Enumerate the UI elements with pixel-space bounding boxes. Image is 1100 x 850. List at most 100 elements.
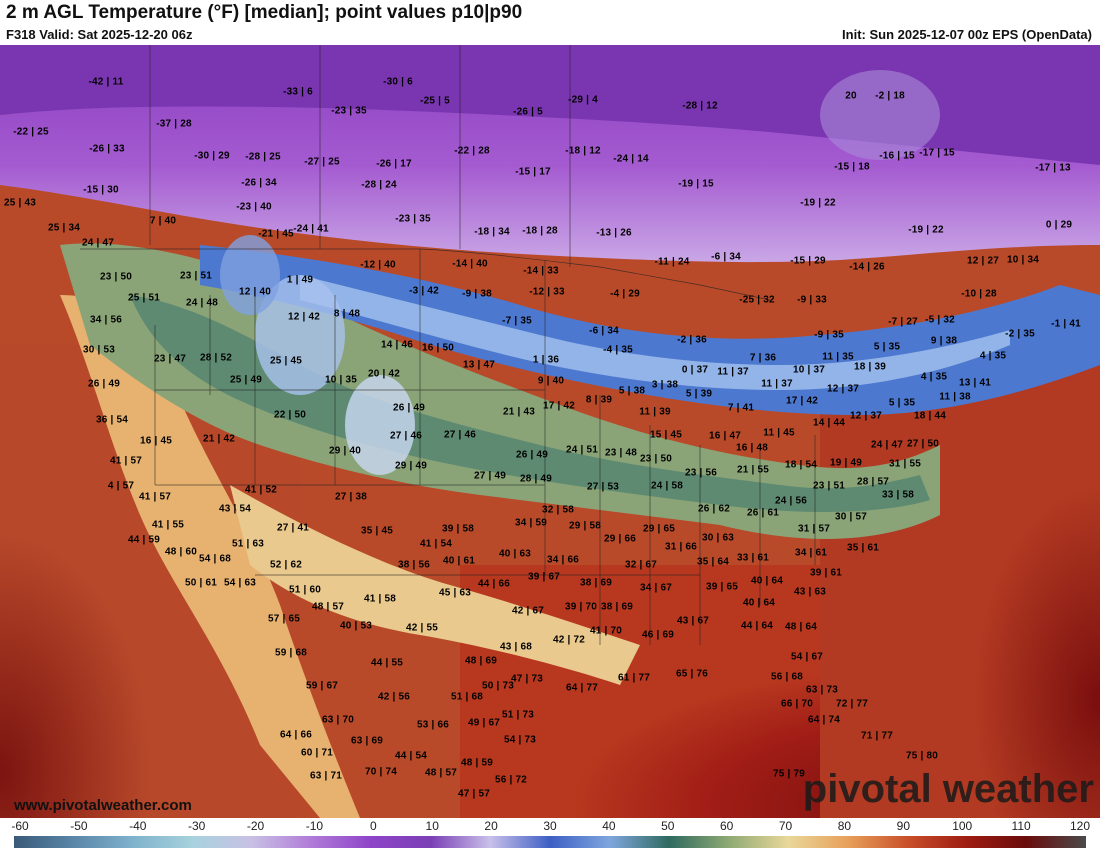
point-value-label: 34 | 59 <box>514 517 548 529</box>
point-value-label: 57 | 65 <box>267 613 301 625</box>
point-value-label: 12 | 42 <box>287 311 321 323</box>
point-value-label: 18 | 39 <box>853 361 887 373</box>
point-value-label: 51 | 68 <box>450 691 484 703</box>
point-value-label: 41 | 55 <box>151 519 185 531</box>
point-value-label: 17 | 42 <box>785 395 819 407</box>
point-value-label: 40 | 53 <box>339 620 373 632</box>
point-value-label: 41 | 52 <box>244 484 278 496</box>
point-value-label: 0 | 29 <box>1045 219 1073 231</box>
point-value-label: 34 | 61 <box>794 547 828 559</box>
point-value-label: 35 | 45 <box>360 525 394 537</box>
point-value-label: 28 | 52 <box>199 352 233 364</box>
point-value-label: -23 | 35 <box>395 213 431 225</box>
point-value-label: 31 | 66 <box>664 541 698 553</box>
point-value-label: 63 | 71 <box>309 770 343 782</box>
point-value-label: 46 | 69 <box>641 629 675 641</box>
point-value-label: 16 | 45 <box>139 435 173 447</box>
point-value-label: -15 | 18 <box>834 161 870 173</box>
point-value-label: 12 | 37 <box>849 410 883 422</box>
point-value-label: 56 | 72 <box>494 774 528 786</box>
point-value-label: -24 | 14 <box>613 153 649 165</box>
point-value-label: 21 | 55 <box>736 464 770 476</box>
point-value-label: 34 | 56 <box>89 314 123 326</box>
point-value-label: 18 | 44 <box>913 410 947 422</box>
point-value-label: -15 | 17 <box>515 166 551 178</box>
point-value-label: -23 | 35 <box>331 105 367 117</box>
point-value-label: 11 | 45 <box>763 427 795 439</box>
point-value-label: -9 | 33 <box>797 294 827 306</box>
point-value-label: 72 | 77 <box>835 698 869 710</box>
point-value-label: 60 | 71 <box>300 747 334 759</box>
point-value-label: 59 | 67 <box>305 680 339 692</box>
point-value-label: 75 | 79 <box>772 768 806 780</box>
point-value-label: 47 | 57 <box>457 788 491 800</box>
point-value-label: 66 | 70 <box>780 698 814 710</box>
point-value-label: 27 | 41 <box>276 522 310 534</box>
point-value-label: 65 | 76 <box>675 668 709 680</box>
point-value-label: 49 | 67 <box>467 717 501 729</box>
point-value-label: 34 | 67 <box>639 582 673 594</box>
point-value-label: 39 | 70 <box>564 601 598 613</box>
point-value-label: 24 | 58 <box>650 480 684 492</box>
point-value-label: 41 | 70 <box>589 625 623 637</box>
point-value-label: 24 | 47 <box>81 237 115 249</box>
color-scale-strip <box>14 836 1086 848</box>
point-value-label: 24 | 51 <box>565 444 599 456</box>
point-value-label: -25 | 5 <box>420 95 450 107</box>
point-value-label: -22 | 25 <box>13 126 49 138</box>
point-value-label: 23 | 50 <box>99 271 133 283</box>
point-value-label: 54 | 63 <box>223 577 257 589</box>
point-value-label: 13 | 47 <box>462 359 496 371</box>
point-value-label: 40 | 61 <box>442 555 476 567</box>
point-value-label: 25 | 34 <box>47 222 81 234</box>
point-value-label: 40 | 63 <box>498 548 532 560</box>
point-value-label: 29 | 49 <box>394 460 428 472</box>
point-value-label: -26 | 17 <box>376 158 412 170</box>
point-value-label: 21 | 42 <box>202 433 236 445</box>
point-value-label: 8 | 48 <box>333 308 361 320</box>
point-value-label: 5 | 35 <box>873 341 901 353</box>
color-scale-tick: -40 <box>129 819 147 833</box>
point-value-label: -28 | 12 <box>682 100 718 112</box>
point-value-label: 56 | 68 <box>770 671 804 683</box>
point-value-label: -4 | 29 <box>610 288 640 300</box>
point-value-label: 12 | 40 <box>238 286 272 298</box>
point-value-label: 28 | 49 <box>519 473 553 485</box>
point-value-label: 48 | 60 <box>164 546 198 558</box>
point-value-label: 30 | 57 <box>834 511 868 523</box>
point-value-label: 20 <box>845 90 857 102</box>
point-value-label: 10 | 34 <box>1006 254 1040 266</box>
point-value-label: 35 | 64 <box>696 556 730 568</box>
point-value-label: -26 | 34 <box>241 177 277 189</box>
point-value-label: 28 | 57 <box>856 476 890 488</box>
point-value-label: -26 | 5 <box>513 106 543 118</box>
point-value-label: -23 | 40 <box>236 201 272 213</box>
point-value-label: -12 | 33 <box>529 286 565 298</box>
point-value-label: 29 | 58 <box>568 520 602 532</box>
point-value-label: -11 | 24 <box>654 256 690 268</box>
color-scale-tick: 30 <box>543 819 557 833</box>
point-value-label: 38 | 69 <box>600 601 634 613</box>
point-value-label: 21 | 43 <box>502 406 536 418</box>
point-value-label: 35 | 61 <box>846 542 880 554</box>
point-value-label: 50 | 73 <box>481 680 515 692</box>
point-value-label: 42 | 56 <box>377 691 411 703</box>
point-value-label: -16 | 15 <box>879 150 915 162</box>
point-value-label: 23 | 47 <box>153 353 187 365</box>
point-value-label: -42 | 11 <box>88 76 124 88</box>
point-value-label: 14 | 44 <box>812 417 846 429</box>
color-scale-tick: 10 <box>425 819 439 833</box>
color-scale-tick: -10 <box>305 819 324 833</box>
point-value-label: 41 | 57 <box>109 455 143 467</box>
point-value-label: 23 | 51 <box>179 270 213 282</box>
point-value-label: 0 | 37 <box>681 364 709 376</box>
point-value-label: -24 | 41 <box>293 223 329 235</box>
point-value-label: 27 | 38 <box>334 491 368 503</box>
point-value-label: -33 | 6 <box>283 86 313 98</box>
point-value-label: 53 | 66 <box>416 719 450 731</box>
color-scale-tick: -60 <box>11 819 29 833</box>
point-value-label: -19 | 15 <box>678 178 714 190</box>
point-value-label: 63 | 69 <box>350 735 384 747</box>
point-value-label: 16 | 50 <box>421 342 455 354</box>
point-value-label: -5 | 32 <box>925 314 955 326</box>
